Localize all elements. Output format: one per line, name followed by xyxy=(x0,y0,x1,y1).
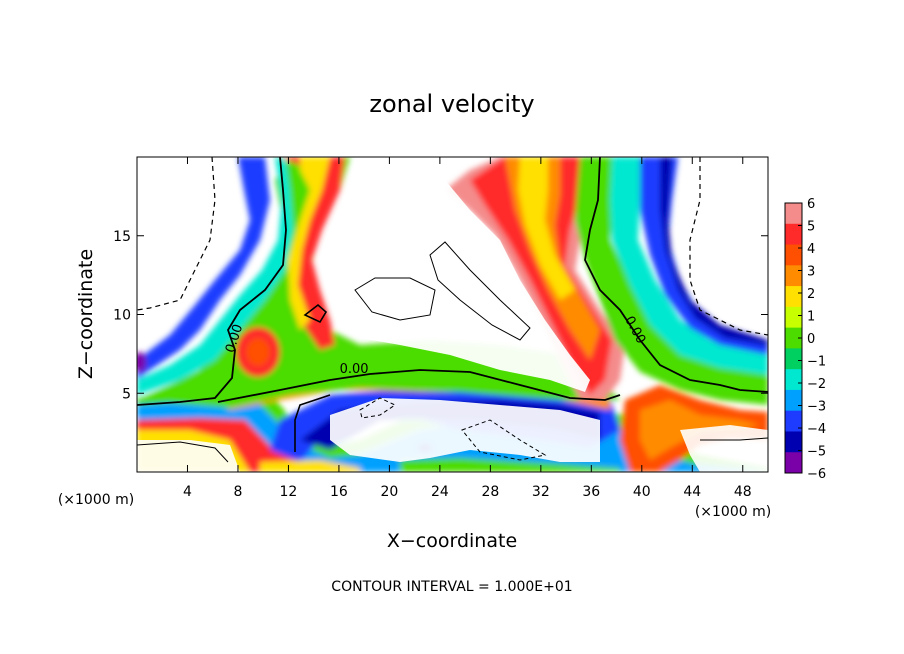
x-tick-label: 4 xyxy=(183,484,192,500)
colorbar-label: 0 xyxy=(807,332,815,347)
colorbar-label: −3 xyxy=(807,400,826,415)
colorbar-label: −1 xyxy=(807,355,826,370)
x-unit-left: (×1000 m) xyxy=(58,492,134,508)
colorbar-swatch xyxy=(785,452,802,474)
x-tick-label: 16 xyxy=(330,484,348,500)
colorbar-label: 5 xyxy=(807,220,815,235)
colorbar-swatch xyxy=(785,203,802,225)
x-tick-label: 24 xyxy=(431,484,449,500)
colorbar-swatch xyxy=(785,369,802,391)
contour-label: 0.00 xyxy=(340,362,369,377)
colorbar-swatch xyxy=(785,244,802,266)
colorbar-label: −6 xyxy=(807,467,826,482)
x-axis-label: X−coordinate xyxy=(387,530,517,552)
colorbar-swatch xyxy=(785,389,802,412)
x-tick-label: 48 xyxy=(734,484,752,500)
y-tick-label: 5 xyxy=(122,386,131,402)
x-tick-label: 12 xyxy=(280,484,298,500)
colorbar-swatch xyxy=(785,431,802,453)
colorbar-label: 3 xyxy=(807,265,815,280)
colorbar-swatch xyxy=(785,306,802,329)
colorbar-label: −2 xyxy=(807,377,826,392)
x-tick-label: 36 xyxy=(582,484,600,500)
x-tick-label: 8 xyxy=(233,484,242,500)
colorbar-swatch xyxy=(785,286,802,308)
colorbar-label: 2 xyxy=(807,287,815,302)
colorbar-swatch xyxy=(785,223,802,246)
x-tick-label: 40 xyxy=(633,484,651,500)
x-tick-label: 20 xyxy=(380,484,398,500)
x-tick-label: 44 xyxy=(683,484,701,500)
x-tick-label: 28 xyxy=(481,484,499,500)
colorbar-swatch xyxy=(785,265,802,287)
colorbar-swatch xyxy=(785,348,802,370)
colorbar-label: 6 xyxy=(807,197,815,212)
y-tick-label: 10 xyxy=(113,308,131,324)
y-axis-label: Z−coordinate xyxy=(75,249,97,379)
colorbar-label: −4 xyxy=(807,422,826,437)
colorbar-label: −5 xyxy=(807,445,826,460)
field-shading xyxy=(137,157,768,472)
chart-title: zonal velocity xyxy=(369,90,534,118)
contour-interval-note: CONTOUR INTERVAL = 1.000E+01 xyxy=(331,579,572,595)
x-unit-right: (×1000 m) xyxy=(695,504,771,520)
colorbar: 6 5 4 3 2 1 0 −1 −2 −3 −4 −5 −6 xyxy=(784,197,826,482)
x-tick-label: 32 xyxy=(532,484,550,500)
colorbar-label: 1 xyxy=(807,310,815,325)
colorbar-swatch xyxy=(785,327,802,349)
colorbar-label: 4 xyxy=(807,242,815,257)
colorbar-swatch xyxy=(785,410,802,432)
y-tick-label: 15 xyxy=(113,229,131,245)
